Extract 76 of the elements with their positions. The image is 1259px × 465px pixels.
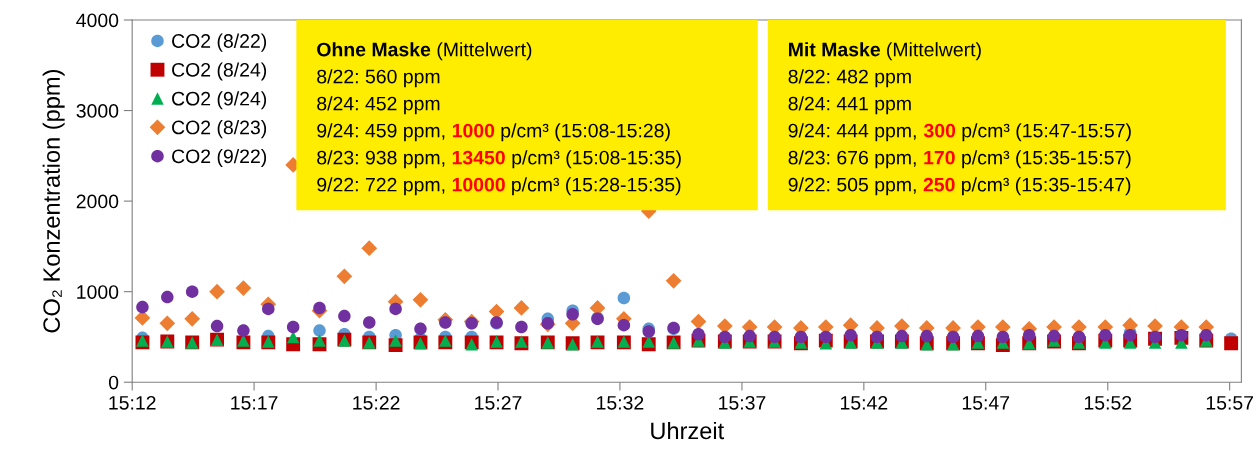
point (286, 320, 300, 334)
legend-label: CO2 (9/22) (172, 148, 267, 167)
point (617, 291, 631, 305)
point (237, 324, 250, 337)
point (716, 318, 733, 334)
x-axis-title: Uhrzeit (651, 421, 725, 440)
point (465, 317, 478, 330)
point (690, 313, 707, 330)
point (262, 302, 275, 316)
point (513, 300, 530, 316)
point (313, 301, 326, 315)
point (870, 330, 884, 344)
y-tick-label: 1000 (77, 285, 119, 299)
x-tick-label: 15:52 (1084, 395, 1132, 410)
point (895, 329, 909, 343)
point (184, 310, 201, 327)
text: Ohne Maske (Mittelwert) 8/22: 560 ppm 8/24: 452 ppm 9/24: 459 ppm, 1000 p/cm³ (15:08-15:28) 8/23: 938 ppm, 13450 p/cm³ (15:08-15:35) 9/22: 722 ppm, 10000 p/cm³ (15:28-15:35) (317, 42, 681, 196)
y-tick-label: 2000 (76, 194, 119, 209)
point (209, 283, 225, 300)
legend-label: CO2 (8/24) (172, 62, 267, 81)
y-axis-title: CO₂ Konzentration (ppm) (42, 70, 65, 333)
point (159, 315, 176, 332)
point (336, 268, 353, 285)
point (389, 302, 402, 316)
x-tick-label: 15:22 (353, 395, 400, 410)
x-tick-label: 15:27 (475, 395, 522, 410)
point (665, 272, 682, 289)
point (844, 328, 857, 342)
point (313, 334, 326, 347)
text: Mit Maske (Mittelwert) 8/22: 482 ppm 8/24: 441 ppm 9/24: 444 ppm, 300 p/cm³ (15:47-15:57) 8/23: 676 ppm, 170 p/cm³ (15:35-15:57) 9/22: 505 ppm, 250 p/cm³ (15:35-15:47) (788, 42, 1131, 196)
legend-label: CO2 (9/24) (172, 91, 267, 110)
point (946, 330, 960, 344)
y-tick-label: 3000 (76, 104, 119, 118)
point (1022, 328, 1036, 342)
point (210, 319, 224, 333)
point (389, 334, 402, 347)
point (161, 290, 174, 304)
point (566, 308, 579, 321)
point (1200, 328, 1213, 342)
x-tick-label: 15:32 (597, 395, 644, 410)
point (414, 322, 427, 336)
point (996, 330, 1010, 344)
point (1072, 330, 1086, 344)
point (338, 309, 351, 323)
point (439, 316, 452, 329)
point (313, 324, 326, 337)
point (1224, 336, 1239, 351)
point (768, 330, 781, 344)
y-tick-label: 0 (108, 375, 119, 390)
point (971, 329, 985, 343)
point (1099, 328, 1112, 342)
point (819, 330, 833, 344)
x-tick-label: 15:17 (231, 396, 278, 410)
x-tick-label: 15:12 (109, 395, 156, 410)
point (718, 330, 732, 344)
point (794, 330, 808, 344)
point (1047, 329, 1061, 343)
legend-label: CO2 (8/23) (172, 120, 267, 139)
point (361, 240, 378, 257)
point (617, 318, 631, 332)
legend-label: CO2 (8/22) (172, 33, 267, 52)
point (920, 329, 934, 343)
x-tick-label: 15:57 (1206, 396, 1254, 410)
x-tick-label: 15:47 (962, 396, 1010, 410)
x-tick-label: 15:37 (719, 395, 766, 410)
y-tick-label: 4000 (76, 13, 119, 28)
point (743, 329, 756, 343)
point (412, 291, 429, 308)
point (134, 310, 151, 326)
point (692, 327, 705, 341)
point (185, 285, 199, 298)
point (235, 280, 252, 296)
point (136, 300, 149, 314)
point (515, 320, 528, 334)
point (363, 316, 376, 329)
x-tick-label: 15:42 (841, 395, 888, 410)
